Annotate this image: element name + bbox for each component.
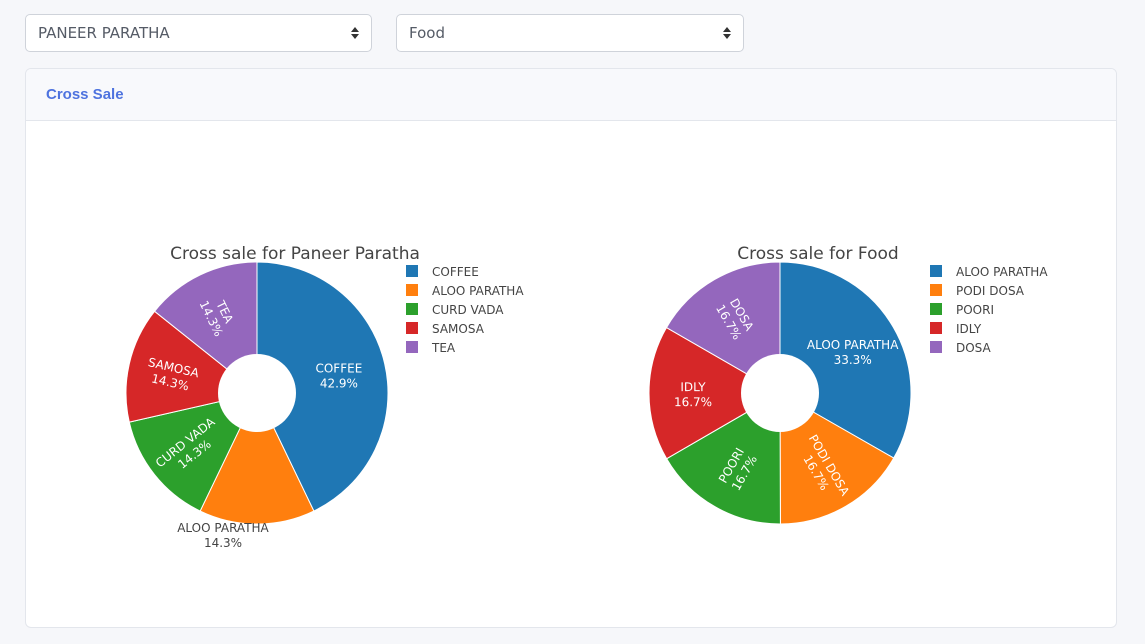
legend-item[interactable]: POORI [930,303,994,317]
legend-item[interactable]: TEA [406,341,456,355]
pie-slice[interactable] [648,326,781,460]
pie-slice[interactable] [153,261,258,395]
legend-item[interactable]: COFFEE [406,265,479,279]
charts-area: Cross sale for Paneer Paratha COFFEE 42.9%… [125,244,1048,550]
legend-swatch [930,265,942,277]
item-select-value: PANEER PARATHA [38,24,170,42]
legend-swatch [406,303,418,315]
select-arrows-icon [351,27,359,39]
pie-slice[interactable] [666,392,781,525]
pie-hole [218,354,296,432]
legend-swatch [406,284,418,296]
legend-label: TEA [431,341,456,355]
legend-label: POORI [956,303,994,317]
legend-swatch [406,265,418,277]
pie-slice[interactable] [128,392,258,512]
pie-slice[interactable] [256,261,389,512]
pie-slice[interactable] [665,261,781,394]
slice-label: COFFEE 42.9% [315,361,362,390]
chart-title: Cross sale for Food [737,244,898,264]
slice-label: ALOO PARATHA 14.3% [177,521,269,550]
chart-title: Cross sale for Paneer Paratha [170,244,420,264]
cross-sale-card: Cross Sale Cross sale for Paneer Paratha… [25,68,1117,628]
select-arrows-icon [723,27,731,39]
card-title: Cross Sale [46,86,124,103]
legend-swatch [930,322,942,334]
legend-label: ALOO PARATHA [956,265,1048,279]
legend-label: ALOO PARATHA [432,284,524,298]
slice-label: IDLY 16.7% [674,380,712,409]
pie-slice[interactable] [199,391,315,525]
legend-item[interactable]: PODI DOSA [930,284,1025,298]
legend-label: IDLY [956,322,982,336]
legend-label: CURD VADA [432,303,504,317]
legend-item[interactable]: ALOO PARATHA [406,284,524,298]
legend-swatch [930,341,942,353]
legend-item[interactable]: DOSA [930,341,992,355]
pie-chart-2: Cross sale for Food ALOO PARATHA 33.3% PODI… [648,244,1048,525]
legend-item[interactable]: ALOO PARATHA [930,265,1048,279]
legend-swatch [930,284,942,296]
category-select[interactable]: Food [396,14,744,52]
legend-item[interactable]: IDLY [930,322,982,336]
legend-swatch [406,341,418,353]
legend-item[interactable]: CURD VADA [406,303,504,317]
legend-swatch [406,322,418,334]
pie-slice[interactable] [779,392,895,525]
legend-label: PODI DOSA [956,284,1025,298]
item-select[interactable]: PANEER PARATHA [25,14,372,52]
legend-swatch [930,303,942,315]
legend-label: COFFEE [432,265,479,279]
legend-label: DOSA [956,341,992,355]
card-header: Cross Sale [26,69,1116,121]
pie-chart-1: Cross sale for Paneer Paratha COFFEE 42.9%… [125,244,524,550]
slice-label: ALOO PARATHA 33.3% [807,338,899,367]
pie-hole [741,354,819,432]
category-select-value: Food [409,24,445,42]
legend-item[interactable]: SAMOSA [406,322,485,336]
legend-label: SAMOSA [432,322,485,336]
